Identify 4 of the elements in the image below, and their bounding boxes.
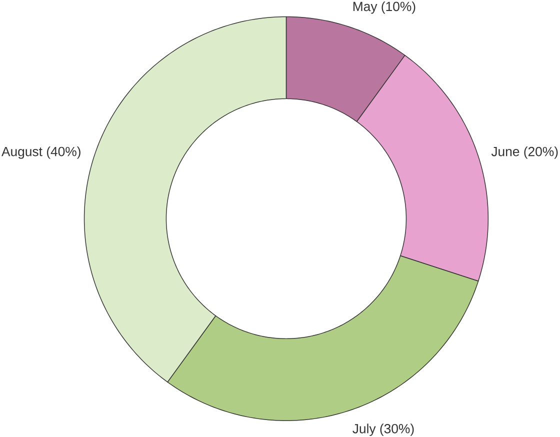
slice-label: May (10%) [353, 1, 416, 14]
slice-label: July (30%) [352, 423, 414, 436]
slice-label: August (40%) [2, 146, 80, 159]
slice-label: June (20%) [491, 146, 558, 159]
